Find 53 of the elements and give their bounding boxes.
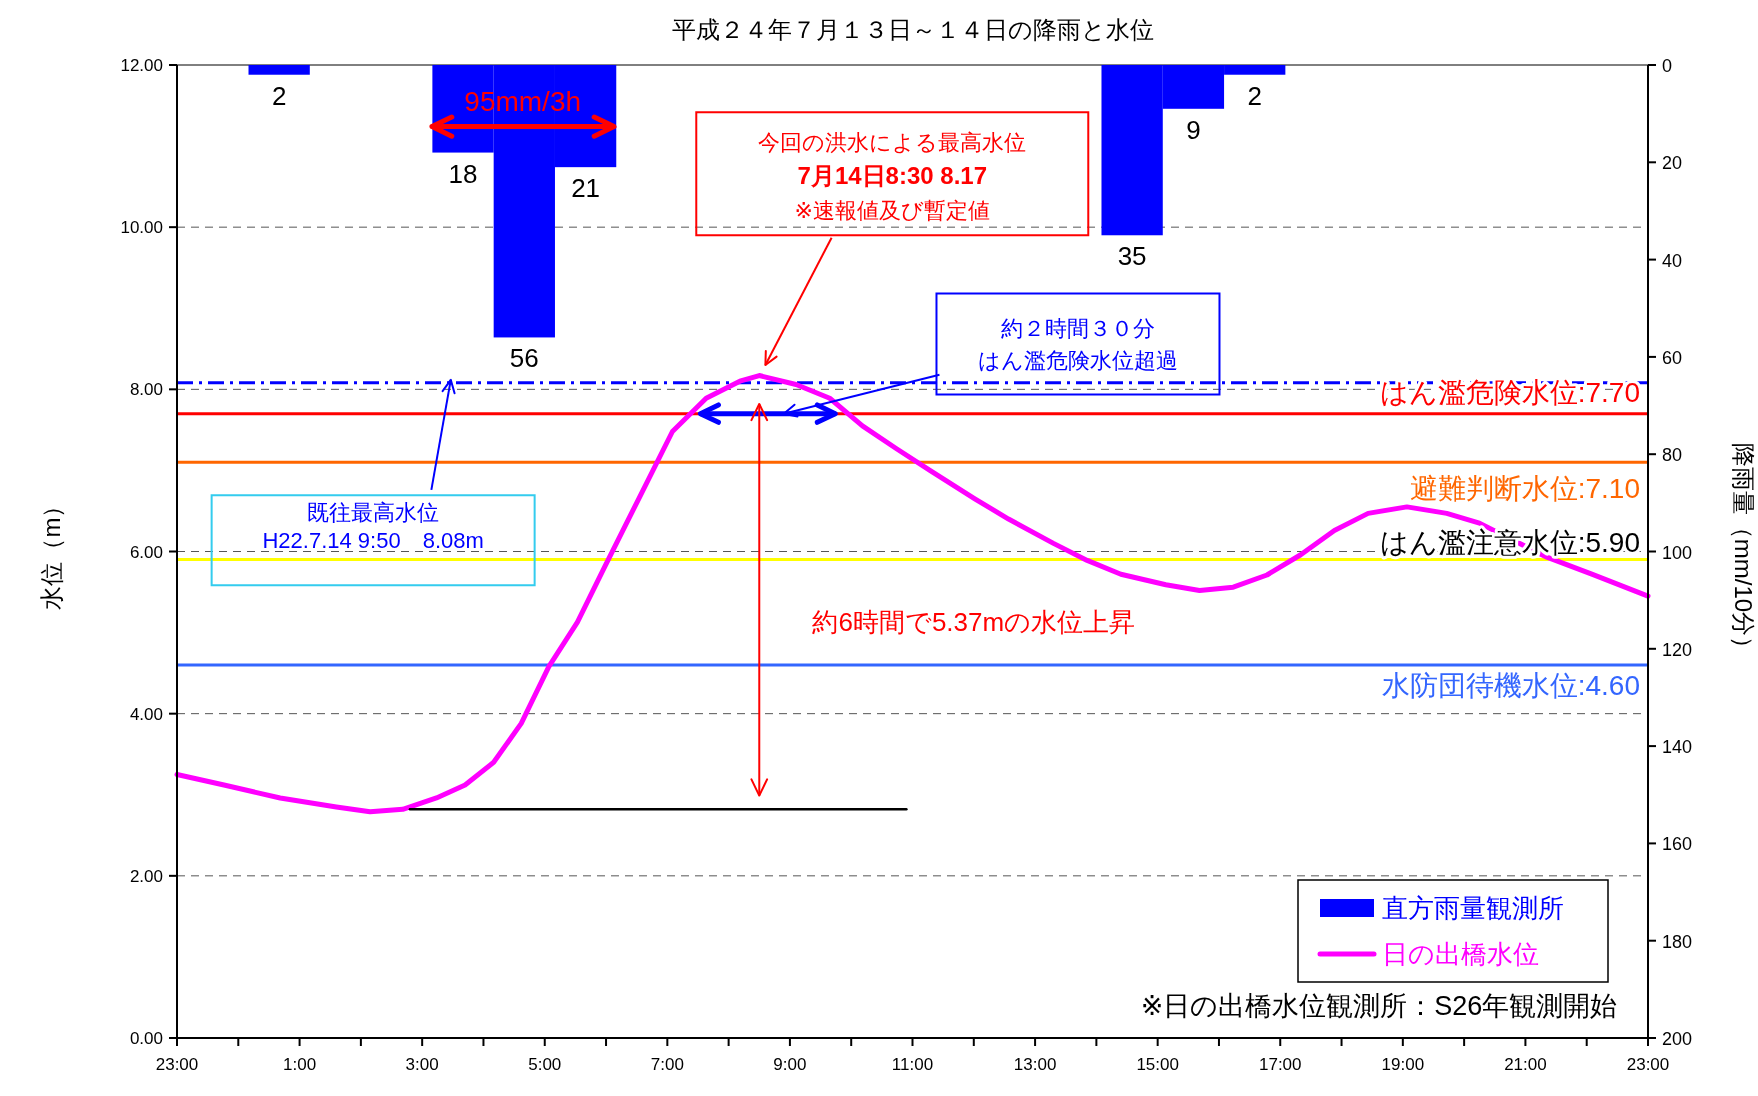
y-tick-label: 6.00 [129, 542, 163, 562]
x-tick-label: 5:00 [528, 1055, 562, 1074]
annotation: ※日の出橋水位観測所：S26年観測開始 [1140, 991, 1618, 1022]
x-tick-label: 1:00 [283, 1055, 317, 1074]
data-label: 9 [1186, 114, 1201, 145]
ref-line-label: 水防団待機水位:4.60 [1381, 670, 1640, 702]
y2-tick-label: 20 [1662, 153, 1683, 174]
x-tick-label: 7:00 [650, 1055, 684, 1074]
y2-tick-label: 0 [1662, 56, 1673, 76]
x-tick-label: 23:00 [155, 1055, 199, 1074]
annotation: 既往最高水位 H22.7.14 9:50 8.08m [262, 500, 484, 553]
y2-tick-label: 140 [1662, 737, 1693, 758]
annotation: はん濫危険水位超過 [977, 347, 1178, 373]
x-tick-label: 19:00 [1381, 1055, 1425, 1074]
data-label: 21 [571, 173, 601, 204]
y-axis-title: 水位（m） [38, 493, 65, 610]
y-tick-label: 4.00 [129, 704, 163, 724]
y2-tick-label: 180 [1662, 931, 1693, 952]
x-tick-label: 9:00 [773, 1055, 807, 1074]
data-label: 2 [271, 80, 287, 111]
x-tick-label: 11:00 [891, 1055, 934, 1074]
x-tick-label: 17:00 [1258, 1055, 1302, 1074]
annotation: 今回の洪水による最高水位 [758, 129, 1027, 155]
annotation: ※速報値及び暫定値 [794, 197, 990, 223]
y2-tick-label: 160 [1662, 834, 1693, 855]
chart-title: 平成２４年７月１３日～１４日の降雨と水位 [671, 16, 1154, 43]
y2-tick-label: 40 [1662, 250, 1683, 271]
data-label: 56 [509, 343, 539, 374]
y-tick-label: 12.00 [120, 56, 163, 75]
annotation: 7月14日8:30 8.17 [797, 161, 988, 189]
y-tick-label: 0.00 [129, 1029, 163, 1048]
y2-axis-title: 降雨量（mm/10分） [1730, 442, 1757, 661]
annotation: 約２時間３０分 [1000, 315, 1155, 341]
data-label: 18 [448, 158, 478, 189]
y2-tick-label: 120 [1662, 639, 1693, 660]
y2-tick-label: 100 [1662, 542, 1693, 563]
y2-tick-label: 80 [1662, 445, 1683, 466]
x-tick-label: 15:00 [1136, 1055, 1179, 1074]
legend: 直方雨量観測所 日の出橋水位 [1297, 879, 1609, 983]
ref-line-label: 避難判断水位:7.10 [1409, 473, 1640, 505]
data-label: 2 [1247, 80, 1262, 111]
x-tick-label: 23:00 [1626, 1055, 1670, 1074]
x-tick-label: 3:00 [405, 1055, 439, 1074]
y-tick-label: 10.00 [120, 218, 163, 238]
y-tick-label: 2.00 [129, 866, 163, 886]
data-label: 35 [1117, 241, 1147, 272]
annotation: 95mm/3h [464, 86, 582, 118]
y2-tick-label: 60 [1662, 347, 1683, 368]
y2-tick-label: 200 [1662, 1029, 1693, 1049]
x-tick-label: 21:00 [1504, 1055, 1547, 1074]
annotation: 約6時間で5.37mの水位上昇 [812, 606, 1136, 637]
y-tick-label: 8.00 [129, 380, 163, 400]
x-tick-label: 13:00 [1013, 1055, 1057, 1074]
